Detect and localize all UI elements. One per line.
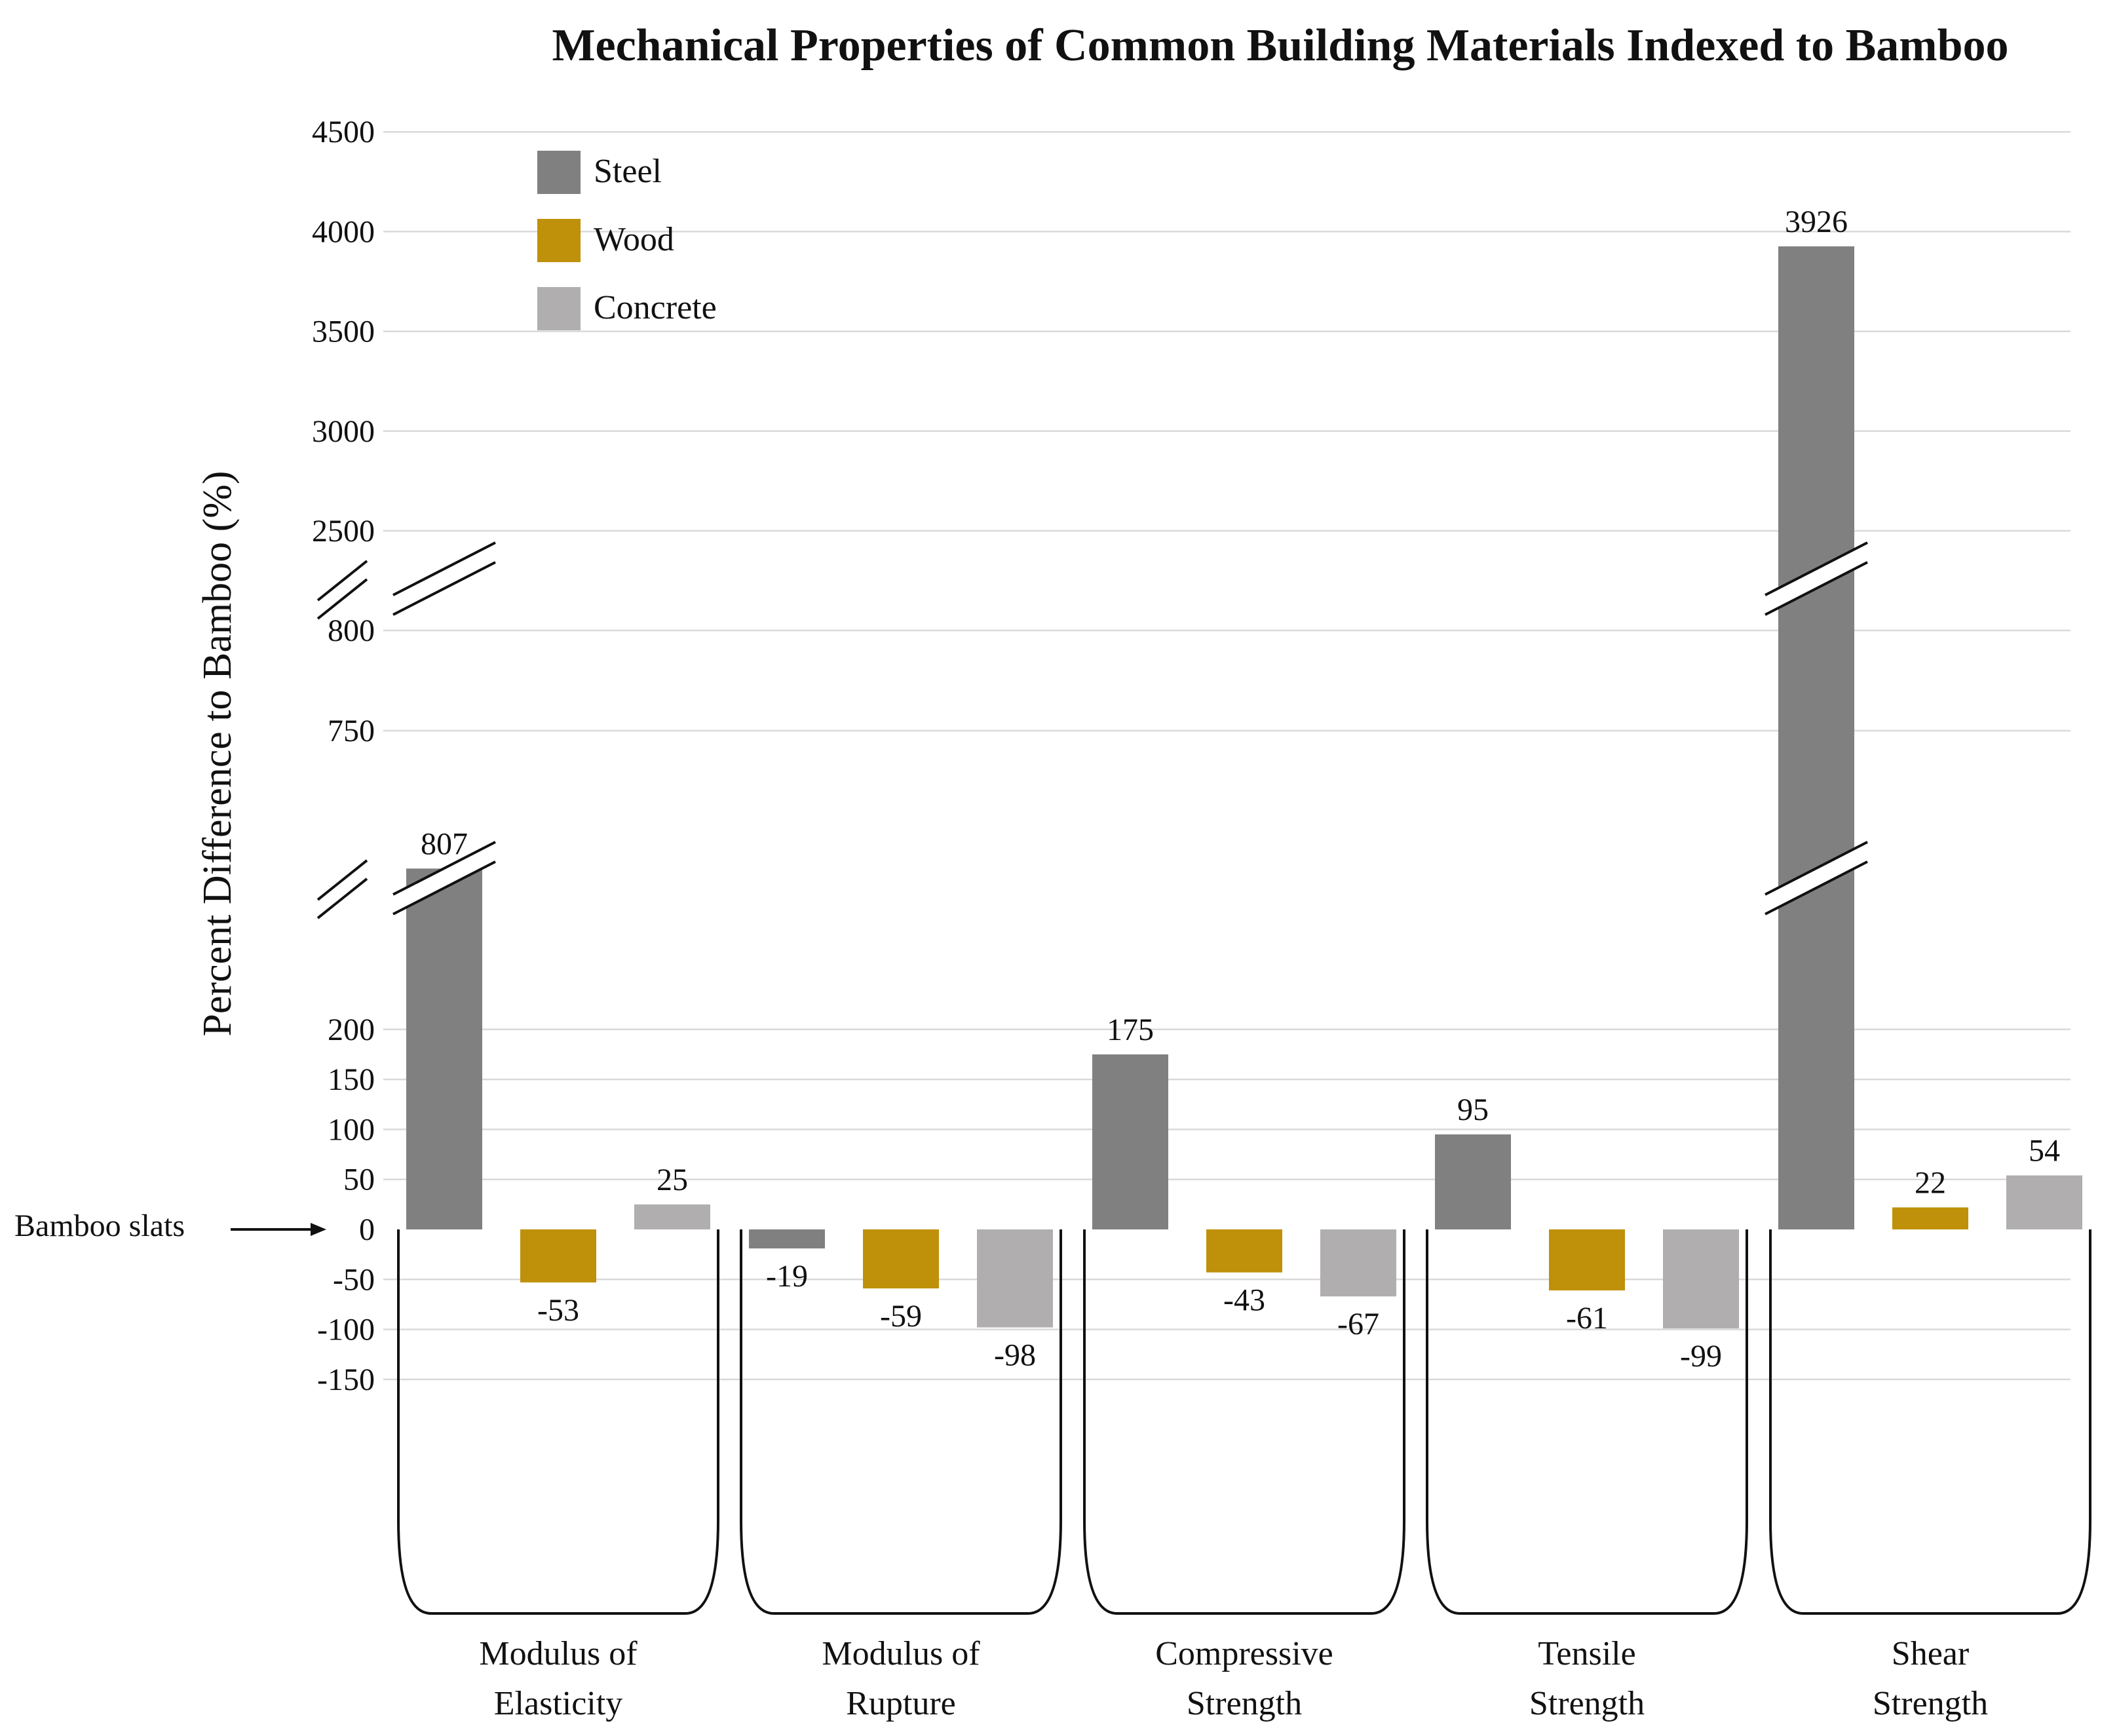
y-tick-label: 50 <box>343 1163 375 1197</box>
bar-steel <box>1092 1054 1168 1229</box>
data-label: 95 <box>1457 1092 1489 1127</box>
data-label: 25 <box>657 1163 688 1197</box>
y-tick-label: 4000 <box>312 214 375 249</box>
data-label: 22 <box>1915 1165 1946 1200</box>
bar-steel <box>749 1229 825 1248</box>
bamboo-baseline-annotation: Bamboo slats <box>14 1208 326 1243</box>
axis-break-gap <box>1765 543 1867 615</box>
y-tick-label: 200 <box>328 1013 375 1047</box>
bar-concrete <box>977 1229 1053 1328</box>
legend-label-steel: Steel <box>594 153 662 190</box>
y-tick-label: -150 <box>317 1362 375 1397</box>
bar-steel <box>1435 1134 1511 1229</box>
bar-concrete <box>1663 1229 1739 1329</box>
bar-concrete <box>1320 1229 1396 1297</box>
y-axis-break-line <box>316 859 368 901</box>
category-label: Tensile <box>1538 1635 1635 1672</box>
category-label: Modulus of <box>822 1635 980 1672</box>
y-axis-ticks: 4500 4000 3500 3000 2500 800 750 200 150 100 50 0 -5… <box>312 115 375 1397</box>
data-label: 54 <box>2029 1134 2060 1168</box>
bamboo-slats-label: Bamboo slats <box>14 1208 185 1243</box>
y-axis-label: Percent Difference to Bamboo (%) <box>195 471 240 1036</box>
legend-swatch-steel <box>537 151 581 194</box>
y-axis-break-line <box>316 878 368 919</box>
legend: Steel Wood Concrete <box>537 151 717 330</box>
bar-concrete <box>2006 1175 2082 1229</box>
category-labels: Modulus of Elasticity Modulus of Rupture Com… <box>479 1635 1988 1722</box>
y-tick-label: -100 <box>317 1313 375 1347</box>
axis-break-line <box>392 860 496 916</box>
category-bracket <box>740 1229 1062 1615</box>
category-bracket <box>397 1229 719 1615</box>
bar-wood <box>863 1229 939 1289</box>
y-tick-label: 2500 <box>312 514 375 549</box>
axis-break-line <box>1765 561 1868 616</box>
axis-break-line <box>1765 541 1868 596</box>
category-label: Strength <box>1873 1685 1988 1722</box>
axis-break-line <box>1765 841 1868 896</box>
bars <box>406 246 2082 1329</box>
axis-break-line <box>1765 860 1868 916</box>
y-tick-label: 750 <box>328 714 375 748</box>
data-label: 3926 <box>1785 204 1848 239</box>
chart-title: Mechanical Properties of Common Building… <box>552 20 2008 71</box>
bar-steel <box>406 868 482 1229</box>
y-tick-label: 800 <box>328 613 375 648</box>
bar-wood <box>1549 1229 1625 1291</box>
y-tick-label: 3000 <box>312 414 375 449</box>
y-tick-label: 4500 <box>312 115 375 149</box>
y-tick-label: 3500 <box>312 315 375 349</box>
data-label: -53 <box>537 1293 579 1328</box>
value-labels: 807 -19 175 95 3926 -53 -59 -43 -61 22 25 -98 -67 -99… <box>421 204 2060 1374</box>
data-label: -99 <box>1680 1339 1722 1374</box>
axis-break-gap <box>393 543 495 615</box>
axis-break-line <box>392 841 496 896</box>
data-label: 807 <box>421 826 468 861</box>
bamboo-arrow-head <box>311 1223 326 1236</box>
y-tick-label: 0 <box>359 1212 375 1247</box>
axis-break-marks <box>316 541 1868 919</box>
y-axis-break-line <box>316 560 368 602</box>
y-tick-label: 100 <box>328 1112 375 1147</box>
axis-break-line <box>392 561 496 616</box>
legend-swatch-wood <box>537 219 581 262</box>
axis-break-gap <box>393 841 495 914</box>
data-label: -61 <box>1566 1301 1608 1336</box>
category-label: Rupture <box>846 1685 956 1722</box>
category-brackets <box>397 1229 2091 1615</box>
data-label: -59 <box>880 1299 922 1334</box>
bar-wood <box>1206 1229 1282 1273</box>
category-bracket <box>1426 1229 1748 1615</box>
legend-label-wood: Wood <box>594 221 674 258</box>
data-label: -43 <box>1223 1283 1265 1318</box>
bar-steel <box>1778 246 1854 1230</box>
legend-label-concrete: Concrete <box>594 289 717 326</box>
y-axis-break-line <box>316 578 368 620</box>
data-label: 175 <box>1107 1013 1154 1047</box>
category-bracket <box>1083 1229 1405 1615</box>
category-bracket <box>1769 1229 2091 1615</box>
bar-concrete <box>634 1204 710 1229</box>
axis-break-gap <box>1765 841 1867 914</box>
data-label: -19 <box>766 1259 808 1294</box>
y-tick-label: 150 <box>328 1062 375 1097</box>
data-label: -98 <box>994 1338 1036 1373</box>
axis-break-line <box>392 541 496 596</box>
bar-wood <box>520 1229 596 1283</box>
bar-wood <box>1892 1207 1968 1229</box>
category-label: Shear <box>1892 1635 1969 1672</box>
category-label: Compressive <box>1155 1635 1333 1672</box>
y-tick-label: -50 <box>333 1262 375 1297</box>
category-label: Elasticity <box>494 1685 622 1722</box>
category-label: Strength <box>1529 1685 1645 1722</box>
category-label: Modulus of <box>479 1635 638 1672</box>
category-label: Strength <box>1187 1685 1302 1722</box>
data-label: -67 <box>1337 1307 1379 1341</box>
legend-swatch-concrete <box>537 287 581 330</box>
